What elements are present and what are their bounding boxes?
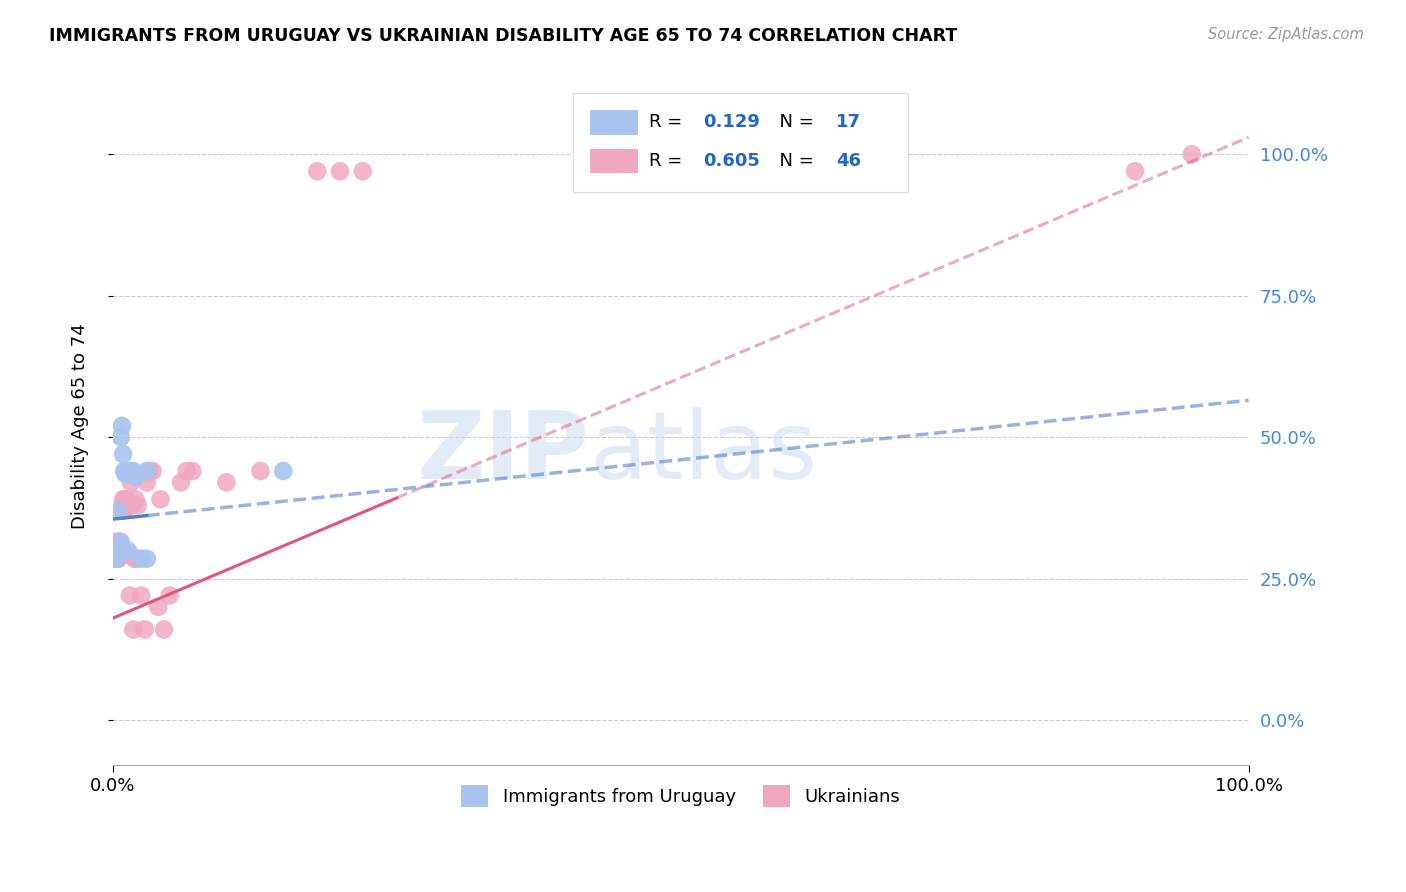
Point (110, 430, 132, 444)
Point (329, 164, 352, 178)
Point (352, 164, 374, 178)
Point (181, 464, 204, 478)
Point (108, 546, 131, 560)
FancyBboxPatch shape (591, 149, 637, 173)
Legend: Immigrants from Uruguay, Ukrainians: Immigrants from Uruguay, Ukrainians (454, 778, 907, 814)
Point (105, 551, 128, 566)
Point (142, 464, 165, 478)
Text: 46: 46 (837, 152, 862, 170)
Point (111, 418, 134, 433)
Point (1123, 164, 1146, 178)
Text: Source: ZipAtlas.com: Source: ZipAtlas.com (1208, 27, 1364, 42)
Point (115, 498, 138, 512)
Point (124, 492, 146, 507)
Point (105, 551, 128, 566)
Text: ZIP: ZIP (418, 407, 591, 499)
Point (125, 551, 148, 566)
Point (124, 551, 146, 566)
Point (138, 464, 160, 478)
Point (117, 498, 139, 512)
Point (108, 534, 131, 549)
Point (112, 447, 135, 461)
Point (121, 498, 143, 512)
Point (114, 467, 136, 481)
Point (107, 543, 129, 558)
Point (118, 464, 141, 478)
Point (148, 599, 170, 614)
Point (105, 503, 128, 517)
Point (129, 551, 152, 566)
Point (104, 551, 127, 566)
Point (112, 492, 135, 507)
Point (134, 623, 156, 637)
Text: R =: R = (650, 152, 688, 170)
Point (107, 551, 129, 566)
Text: N =: N = (768, 152, 820, 170)
Point (105, 534, 128, 549)
Point (149, 492, 172, 507)
Point (271, 464, 294, 478)
Text: IMMIGRANTS FROM URUGUAY VS UKRAINIAN DISABILITY AGE 65 TO 74 CORRELATION CHART: IMMIGRANTS FROM URUGUAY VS UKRAINIAN DIS… (49, 27, 957, 45)
Point (176, 464, 198, 478)
Text: R =: R = (650, 113, 688, 131)
Point (104, 543, 127, 558)
Point (112, 503, 135, 517)
Point (105, 551, 128, 566)
Point (107, 543, 129, 558)
Point (249, 464, 271, 478)
Point (120, 475, 142, 490)
Point (127, 498, 149, 512)
Point (124, 469, 146, 483)
Point (215, 475, 238, 490)
Point (110, 534, 132, 549)
Point (122, 464, 145, 478)
Point (112, 464, 135, 478)
FancyBboxPatch shape (591, 110, 637, 135)
Point (159, 589, 181, 603)
Point (135, 464, 157, 478)
Point (118, 589, 141, 603)
Point (111, 543, 134, 558)
Point (111, 503, 134, 517)
Point (105, 546, 128, 560)
Text: 0.129: 0.129 (703, 113, 761, 131)
Point (129, 589, 152, 603)
Point (118, 546, 141, 560)
Text: 17: 17 (837, 113, 862, 131)
Point (114, 492, 136, 507)
Point (122, 623, 145, 637)
Y-axis label: Disability Age 65 to 74: Disability Age 65 to 74 (72, 323, 89, 529)
Point (135, 475, 157, 490)
Point (153, 623, 176, 637)
Point (1181, 147, 1204, 161)
Point (117, 543, 139, 558)
Point (170, 475, 193, 490)
Point (112, 543, 135, 558)
Text: N =: N = (768, 113, 820, 131)
Text: atlas: atlas (591, 407, 818, 499)
FancyBboxPatch shape (572, 93, 908, 192)
Point (135, 551, 157, 566)
Point (307, 164, 329, 178)
Text: 0.605: 0.605 (703, 152, 761, 170)
